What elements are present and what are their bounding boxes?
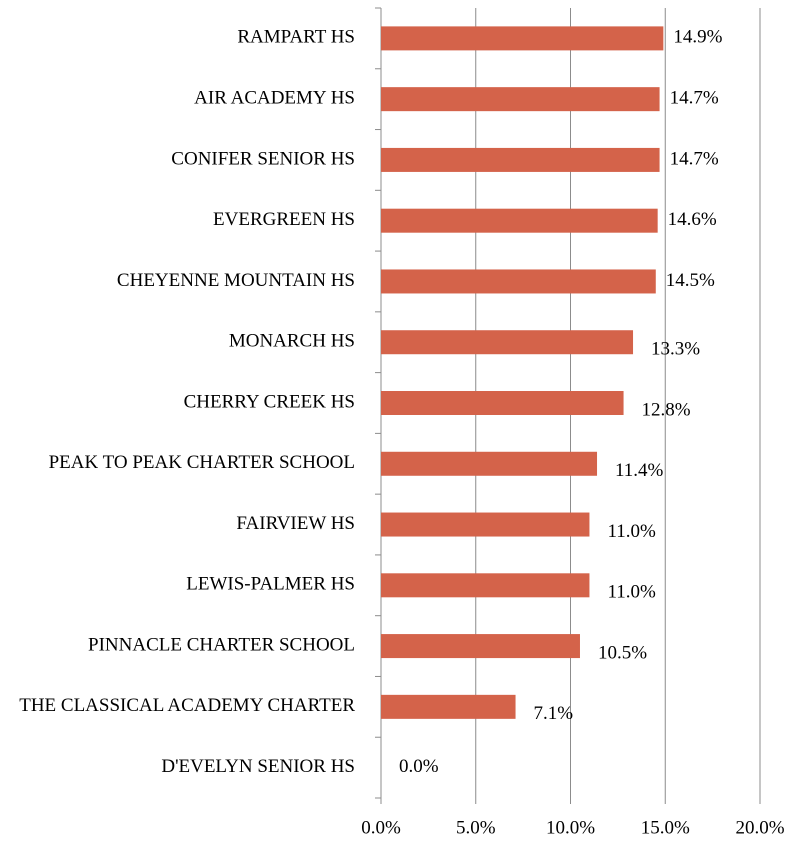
bar	[381, 147, 660, 172]
value-label: 14.5%	[666, 270, 715, 291]
y-tick-label: CHEYENNE MOUNTAIN HS	[117, 270, 355, 291]
y-tick-label: LEWIS-PALMER HS	[186, 574, 355, 595]
value-label: 11.0%	[607, 521, 656, 542]
x-tick-label: 0.0%	[361, 817, 401, 838]
bar	[381, 634, 580, 659]
bar	[381, 391, 624, 415]
value-label: 11.0%	[607, 582, 656, 603]
y-tick-label: FAIRVIEW HS	[236, 513, 355, 534]
value-label: 14.7%	[670, 148, 719, 169]
x-tick-label: 20.0%	[735, 817, 784, 838]
y-tick-label: CONIFER SENIOR HS	[171, 148, 355, 169]
bar	[381, 26, 664, 51]
bar	[381, 573, 590, 598]
value-label: 14.6%	[668, 209, 717, 230]
bar	[381, 512, 590, 537]
bar	[381, 269, 656, 294]
y-tick-label: AIR ACADEMY HS	[194, 88, 355, 109]
bar	[381, 694, 516, 719]
y-tick-label: MONARCH HS	[229, 331, 355, 352]
y-tick-label: CHERRY CREEK HS	[184, 391, 355, 412]
bar	[381, 451, 598, 476]
value-label: 14.7%	[670, 88, 719, 109]
y-tick-label: D'EVELYN SENIOR HS	[161, 756, 355, 777]
y-tick-label: RAMPART HS	[237, 27, 355, 48]
value-label: 13.3%	[651, 339, 700, 360]
value-label: 12.8%	[642, 399, 691, 420]
bar	[381, 208, 658, 233]
value-label: 7.1%	[534, 703, 574, 724]
bar	[381, 87, 660, 112]
value-label: 10.5%	[598, 642, 647, 663]
x-tick-label: 10.0%	[546, 817, 595, 838]
y-tick-label: THE CLASSICAL ACADEMY CHARTER	[19, 695, 355, 716]
y-tick-label: PEAK TO PEAK CHARTER SCHOOL	[49, 452, 355, 473]
y-tick-label: PINNACLE CHARTER SCHOOL	[88, 634, 355, 655]
bar	[381, 330, 634, 355]
value-label: 0.0%	[399, 756, 439, 777]
x-tick-label: 5.0%	[456, 817, 496, 838]
x-tick-label: 15.0%	[641, 817, 690, 838]
value-label: 14.9%	[673, 27, 722, 48]
value-label: 11.4%	[615, 460, 664, 481]
y-tick-label: EVERGREEN HS	[213, 209, 355, 230]
